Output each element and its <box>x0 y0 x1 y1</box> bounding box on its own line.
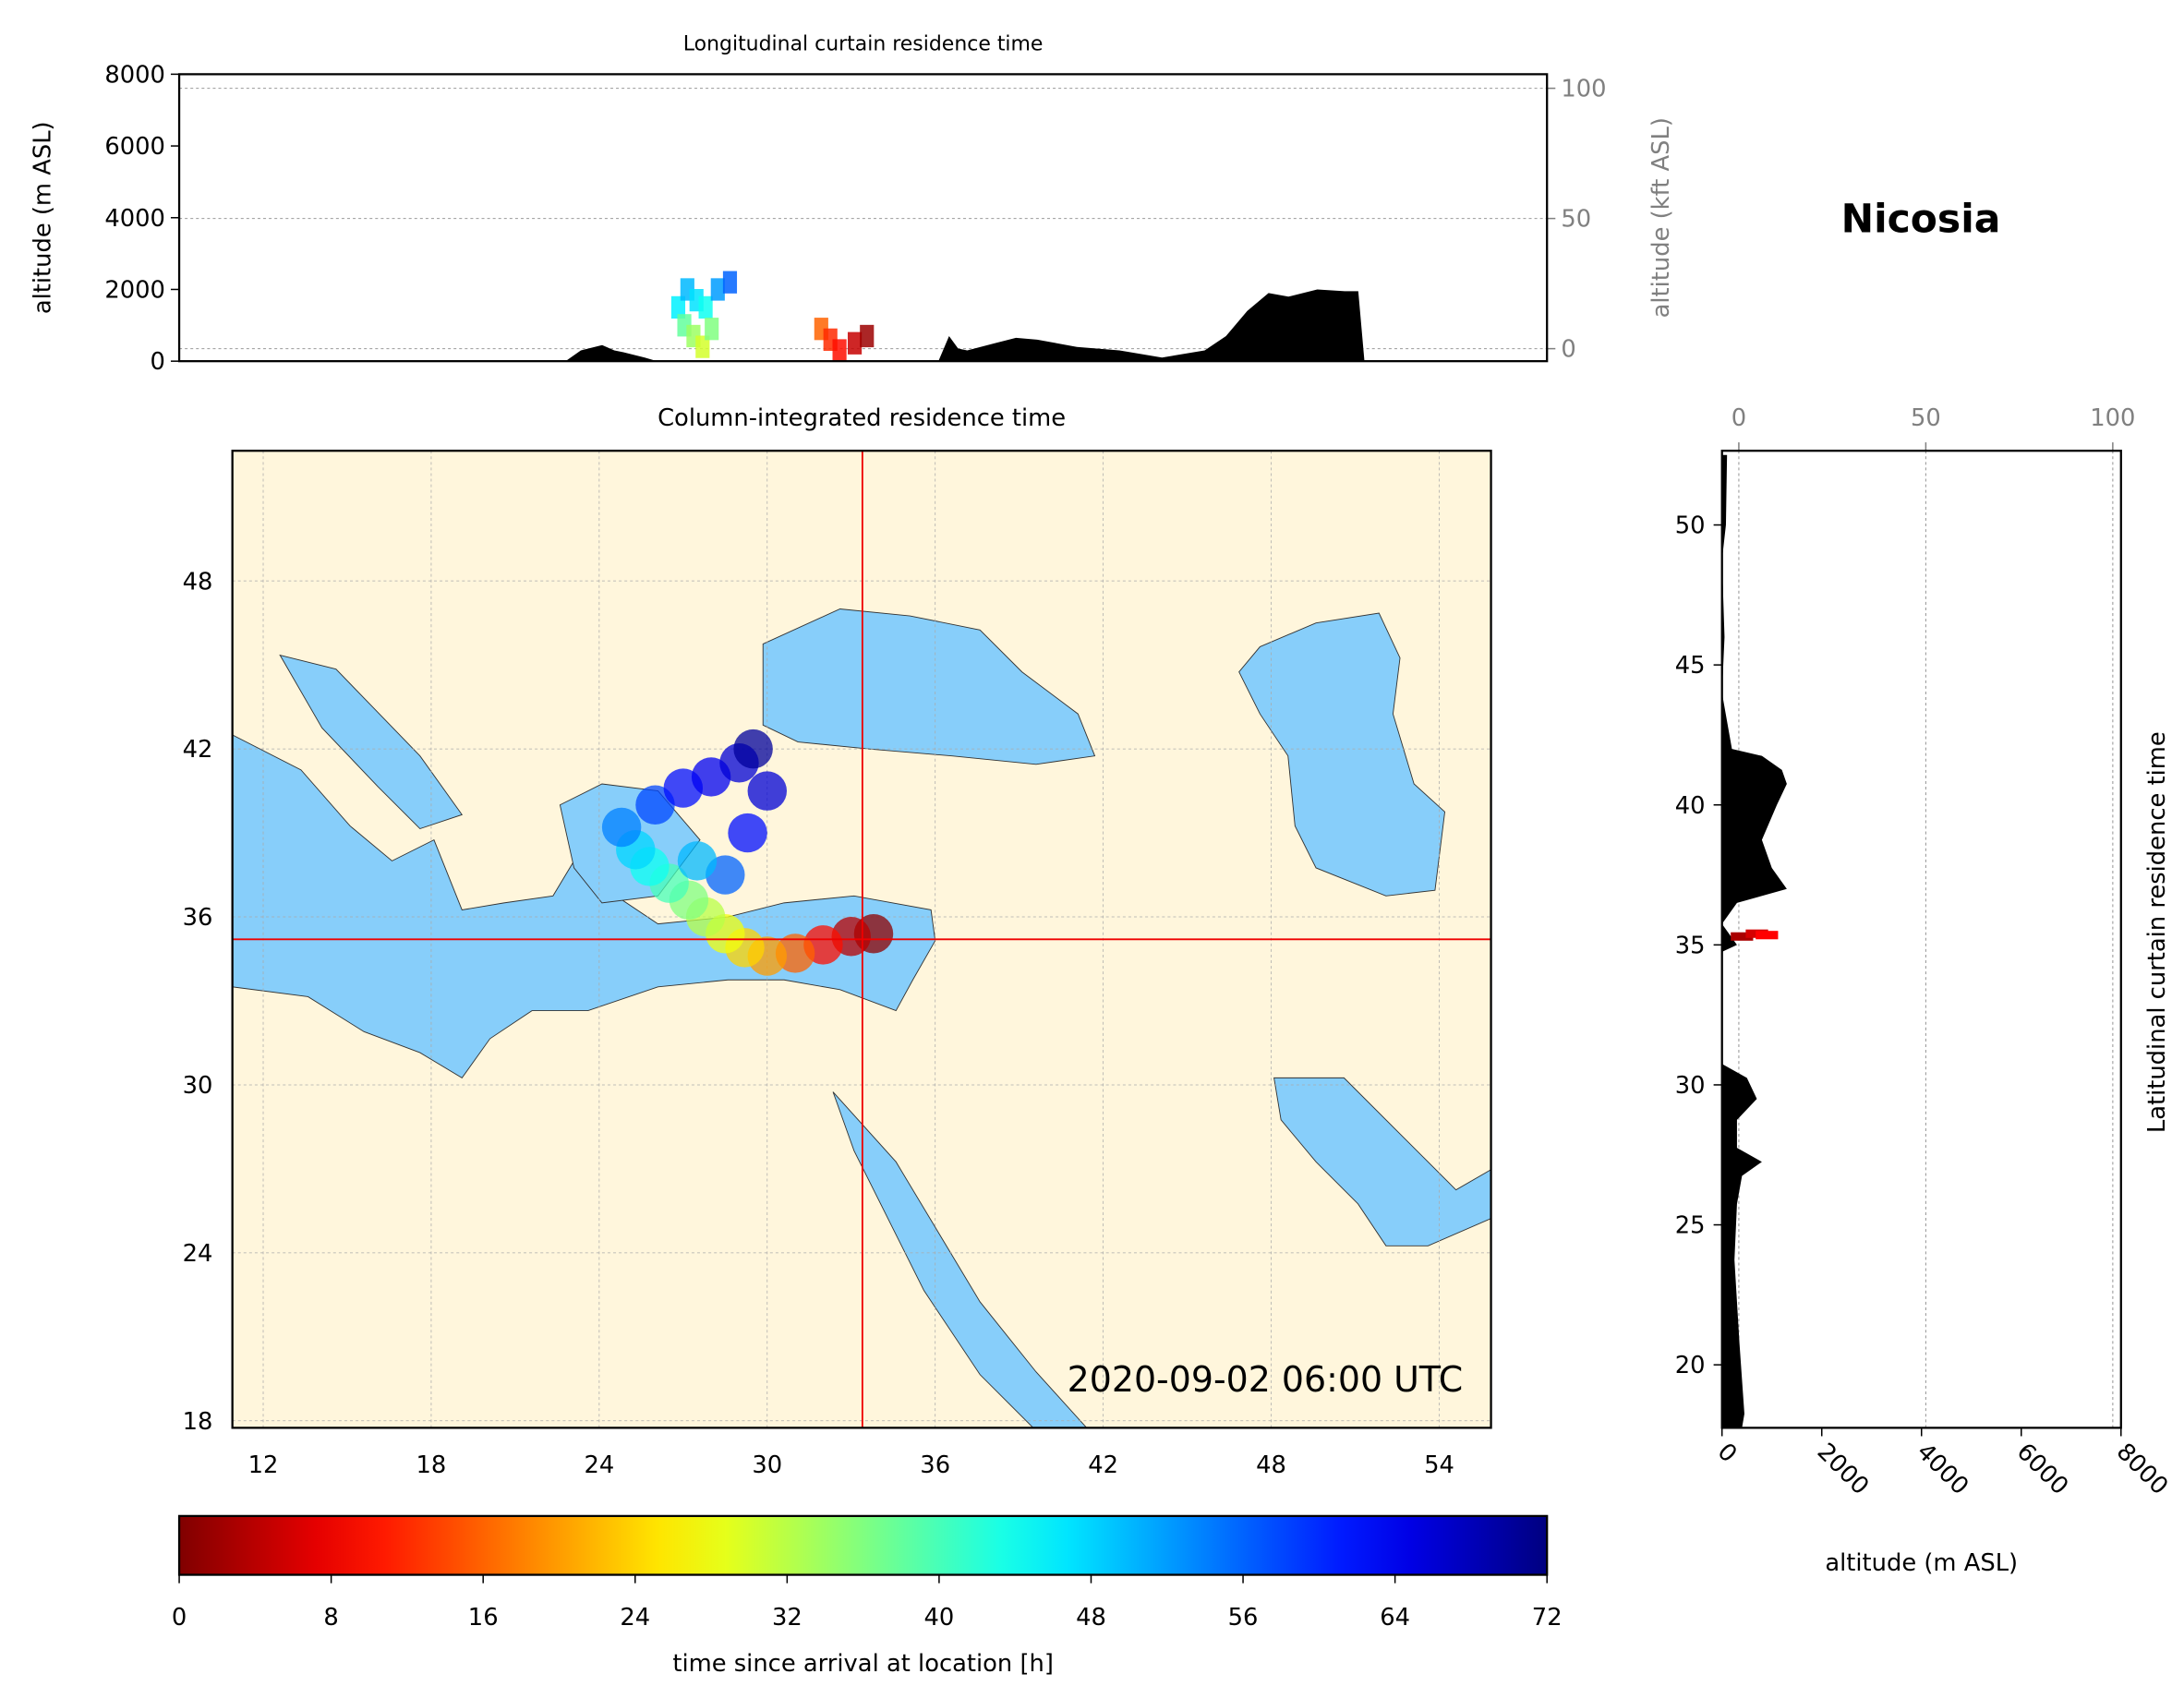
map-seas <box>232 608 1491 1428</box>
plume-cell <box>710 278 725 301</box>
x2-tick-label: 0 <box>1732 404 1746 432</box>
y-tick-label: 6000 <box>104 133 165 161</box>
terrain-area <box>565 289 1365 362</box>
y-tick-label: 30 <box>1675 1072 1706 1100</box>
x-tick-label: 8 <box>323 1604 338 1632</box>
black-sea <box>762 608 1096 765</box>
y2-axis-label: altitude (kft ASL) <box>1647 117 1675 318</box>
y2-tick-label: 0 <box>1561 336 1575 364</box>
caspian <box>1238 612 1446 897</box>
x-tick-label: 30 <box>752 1451 782 1479</box>
chart-layers: Longitudinal curtain residence time 0 50 10… <box>30 33 2174 1679</box>
y-tick-label: 8000 <box>104 61 165 89</box>
y-tick-label: 20 <box>1675 1352 1706 1379</box>
x-tick-label: 4000 <box>1912 1438 1974 1500</box>
y-tick-label: 18 <box>183 1408 213 1436</box>
plume-cell <box>847 331 863 355</box>
colorbar-label: time since arrival at location [h] <box>672 1650 1054 1678</box>
plume-point <box>601 807 642 848</box>
x-tick-label: 64 <box>1380 1604 1410 1632</box>
y-axis-label: altitude (m ASL) <box>30 121 57 314</box>
plume-cell <box>670 295 686 319</box>
y-axis-label: Latitudinal curtain residence time <box>2143 731 2171 1133</box>
y-tick-label: 42 <box>183 736 213 764</box>
plume-cell <box>1731 932 1754 941</box>
persian-gulf <box>1273 1077 1491 1246</box>
y2-tick-label: 100 <box>1561 76 1606 103</box>
x-tick-label: 0 <box>1712 1438 1743 1468</box>
plume-point <box>747 771 788 811</box>
x-tick-label: 32 <box>772 1604 802 1632</box>
y2-tick-label: 50 <box>1561 206 1591 234</box>
y-tick-label: 4000 <box>104 205 165 233</box>
x-tick-label: 2000 <box>1812 1438 1875 1500</box>
y-tick-label: 36 <box>183 904 213 932</box>
x-tick-label: 12 <box>248 1451 279 1479</box>
adriatic <box>279 654 464 830</box>
plume-cell <box>705 318 719 341</box>
x-tick-label: 72 <box>1532 1604 1563 1632</box>
x-axis-label: altitude (m ASL) <box>1825 1549 2018 1577</box>
x-tick-label: 42 <box>1088 1451 1118 1479</box>
x-tick-label: 48 <box>1076 1604 1106 1632</box>
x-tick-label: 6000 <box>2011 1438 2074 1500</box>
x-tick-label: 36 <box>920 1451 950 1479</box>
plume-point <box>733 729 773 769</box>
x-tick-label: 0 <box>172 1604 187 1632</box>
plume-cell <box>860 324 875 348</box>
x-tick-label: 54 <box>1424 1451 1454 1479</box>
y-tick-label: 45 <box>1675 652 1706 680</box>
x-tick-label: 56 <box>1228 1604 1259 1632</box>
y-tick-label: 48 <box>183 568 213 596</box>
timestamp: 2020-09-02 06:00 UTC <box>1068 1359 1464 1400</box>
x-tick-label: 16 <box>468 1604 499 1632</box>
y-tick-label: 50 <box>1675 512 1706 540</box>
colorbar <box>177 1514 1549 1576</box>
plume-cell <box>722 271 738 294</box>
plume-cell <box>1756 931 1779 940</box>
y-tick-label: 2000 <box>104 277 165 305</box>
plume-cell <box>695 335 710 358</box>
panel-title: Column-integrated residence time <box>658 404 1066 432</box>
y-tick-label: 24 <box>183 1240 213 1268</box>
plume-point <box>728 813 767 853</box>
terrain-area <box>1721 454 1787 1428</box>
mediterranean <box>232 734 936 1078</box>
axes-frame <box>231 450 1492 1429</box>
y-tick-label: 25 <box>1675 1212 1706 1240</box>
x-tick-label: 48 <box>1256 1451 1286 1479</box>
y-tick-label: 35 <box>1675 932 1706 959</box>
x-tick-label: 24 <box>620 1604 650 1632</box>
x-tick-label: 24 <box>584 1451 614 1479</box>
x-tick-label: 40 <box>924 1604 955 1632</box>
location-title: Nicosia <box>1841 198 2001 243</box>
red-sea <box>832 1091 1088 1428</box>
y-tick-label: 40 <box>1675 792 1706 820</box>
plume-point <box>677 841 718 881</box>
axes-frame <box>1720 450 2122 1429</box>
x2-tick-label: 100 <box>2090 404 2135 432</box>
plume-cell <box>698 295 713 319</box>
panel-title: Longitudinal curtain residence time <box>683 33 1044 56</box>
x-tick-label: 18 <box>416 1451 447 1479</box>
x-tick-label: 8000 <box>2111 1438 2174 1500</box>
x2-tick-label: 50 <box>1911 404 1941 432</box>
axes-frame <box>177 73 1549 363</box>
plume-cell <box>832 339 847 362</box>
y-tick-label: 0 <box>150 348 164 376</box>
y-tick-label: 30 <box>183 1072 213 1100</box>
